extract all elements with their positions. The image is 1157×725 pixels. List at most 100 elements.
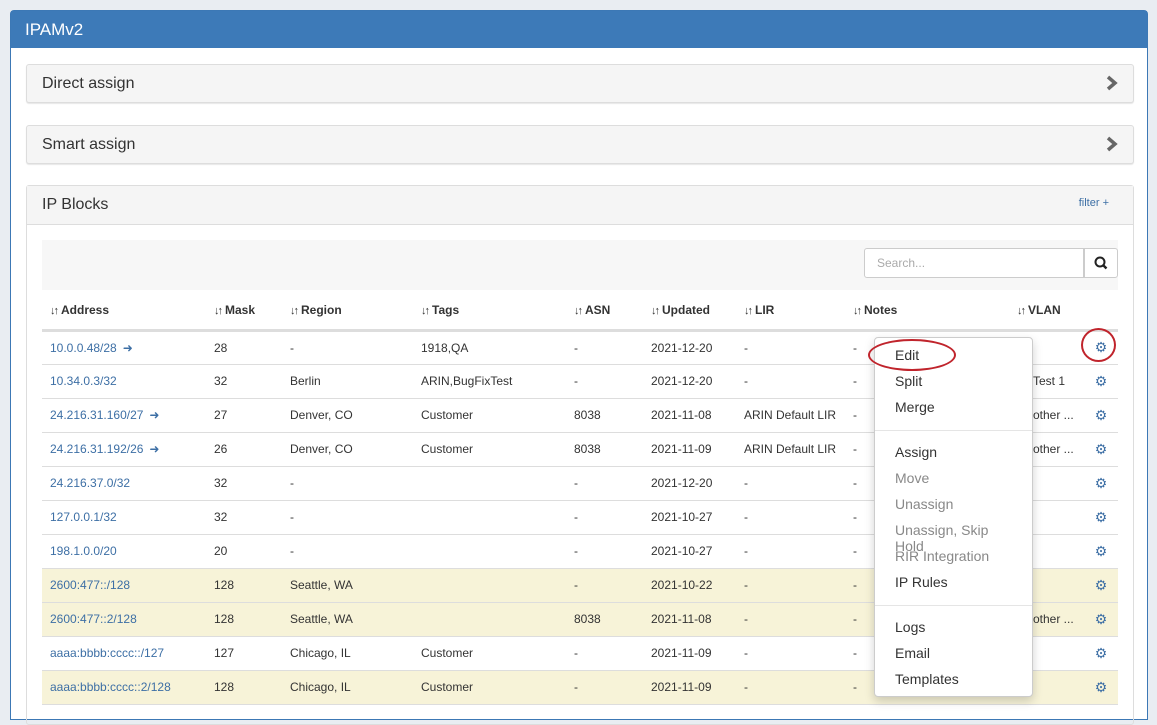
- cell-region: Denver, CO: [282, 398, 413, 433]
- gear-icon[interactable]: ⚙: [1084, 432, 1118, 467]
- menu-item-merge[interactable]: Merge: [895, 399, 935, 415]
- app-title: IPAMv2: [11, 11, 1147, 48]
- menu-item-assign[interactable]: Assign: [895, 444, 938, 460]
- address-link[interactable]: aaaa:bbbb:cccc::/127: [50, 646, 165, 660]
- column-header-tags[interactable]: ↓↑ Tags: [413, 291, 566, 332]
- column-header-lir[interactable]: ↓↑ LIR: [736, 291, 845, 332]
- cell-lir: -: [736, 602, 845, 637]
- address-link[interactable]: aaaa:bbbb:cccc::2/128: [50, 680, 171, 694]
- menu-item-split[interactable]: Split: [895, 373, 923, 389]
- cell-address: 10.34.0.3/32: [42, 364, 206, 399]
- menu-item-unassign-skip-hold[interactable]: Unassign, Skip Hold: [895, 522, 989, 554]
- filter-link[interactable]: filter +: [1078, 197, 1109, 209]
- cell-address: 2600:477::2/128: [42, 602, 206, 637]
- sort-icon: ↓↑: [1017, 304, 1026, 317]
- search-button[interactable]: [1084, 248, 1118, 278]
- arrow-right-icon[interactable]: ➜: [122, 340, 133, 355]
- gear-icon[interactable]: ⚙: [1084, 534, 1118, 569]
- gear-icon[interactable]: ⚙: [1084, 670, 1118, 705]
- cell-tags: [413, 568, 566, 603]
- table-row: aaaa:bbbb:cccc::2/128 128 Chicago, IL Custo…: [42, 670, 1118, 705]
- sort-icon: ↓↑: [651, 304, 660, 317]
- menu-item-unassign[interactable]: Unassign: [895, 496, 954, 512]
- column-header-region[interactable]: ↓↑ Region: [282, 291, 413, 332]
- column-header-address[interactable]: ↓↑ Address: [42, 291, 206, 332]
- menu-item-email[interactable]: Email: [895, 645, 931, 661]
- row-actions-menu: Edit Split Merge Assign Move Unassign Unassign…: [874, 337, 1033, 697]
- cell-asn: -: [566, 534, 643, 569]
- address-link[interactable]: 24.216.37.0/32: [50, 476, 131, 490]
- cell-mask: 32: [206, 500, 282, 535]
- search-icon: [1094, 256, 1108, 270]
- table-row: 2600:477::2/128 128 Seattle, WA 8038 2021-11…: [42, 602, 1118, 637]
- table-toolbar: Search...: [42, 240, 1118, 290]
- table-row: 24.216.37.0/32 32- -2021-12-20- - ⚙: [42, 466, 1118, 501]
- cell-tags: [413, 534, 566, 569]
- cell-updated: 2021-11-08: [643, 398, 736, 433]
- cell-region: -: [282, 534, 413, 569]
- address-link[interactable]: 10.34.0.3/32: [50, 374, 117, 388]
- address-link[interactable]: 24.216.31.160/27: [50, 408, 144, 422]
- chevron-right-icon: [1106, 136, 1118, 152]
- address-link[interactable]: 198.1.0.0/20: [50, 544, 117, 558]
- sort-icon: ↓↑: [50, 304, 59, 317]
- cell-updated: 2021-12-20: [643, 466, 736, 501]
- cell-address: 24.216.31.160/27 ➜: [42, 398, 206, 433]
- menu-item-rir-integration[interactable]: RIR Integration: [895, 548, 990, 564]
- cell-asn: -: [566, 568, 643, 603]
- cell-mask: 128: [206, 568, 282, 603]
- gear-annotation-circle: [1081, 328, 1116, 362]
- gear-icon[interactable]: ⚙: [1084, 568, 1118, 603]
- cell-updated: 2021-12-20: [643, 364, 736, 399]
- cell-lir: ARIN Default LIR: [736, 432, 845, 467]
- cell-mask: 32: [206, 466, 282, 501]
- menu-item-templates[interactable]: Templates: [895, 671, 959, 687]
- column-header-notes[interactable]: ↓↑ Notes: [845, 291, 1009, 332]
- column-header-mask[interactable]: ↓↑ Mask: [206, 291, 282, 332]
- address-link[interactable]: 10.0.0.48/28: [50, 340, 117, 355]
- cell-asn: -: [566, 364, 643, 399]
- address-link[interactable]: 2600:477::2/128: [50, 612, 137, 626]
- column-header-updated[interactable]: ↓↑ Updated: [643, 291, 736, 332]
- cell-lir: -: [736, 534, 845, 569]
- sort-icon: ↓↑: [744, 304, 753, 317]
- direct-assign-panel[interactable]: Direct assign: [26, 64, 1134, 103]
- cell-asn: -: [566, 466, 643, 501]
- cell-region: Seattle, WA: [282, 602, 413, 637]
- menu-item-move[interactable]: Move: [895, 470, 930, 486]
- cell-lir: -: [736, 364, 845, 399]
- cell-address: 127.0.0.1/32: [42, 500, 206, 535]
- menu-item-ip-rules[interactable]: IP Rules: [895, 574, 948, 590]
- cell-region: Denver, CO: [282, 432, 413, 467]
- gear-icon[interactable]: ⚙: [1084, 466, 1118, 501]
- cell-mask: 26: [206, 432, 282, 467]
- column-label: Address: [61, 302, 110, 317]
- arrow-right-icon[interactable]: ➜: [149, 442, 160, 456]
- address-link[interactable]: 127.0.0.1/32: [50, 510, 117, 524]
- smart-assign-panel[interactable]: Smart assign: [26, 125, 1134, 164]
- gear-icon[interactable]: ⚙: [1084, 500, 1118, 535]
- gear-icon[interactable]: ⚙: [1084, 636, 1118, 671]
- search-input[interactable]: Search...: [864, 248, 1084, 278]
- cell-tags: [413, 466, 566, 501]
- cell-address: 198.1.0.0/20: [42, 534, 206, 569]
- gear-icon[interactable]: ⚙: [1084, 398, 1118, 433]
- cell-mask: 32: [206, 364, 282, 399]
- cell-address: 24.216.37.0/32: [42, 466, 206, 501]
- column-header-vlan[interactable]: ↓↑ VLAN: [1009, 291, 1084, 332]
- cell-asn: 8038: [566, 432, 643, 467]
- cell-asn: -: [566, 636, 643, 671]
- gear-icon[interactable]: ⚙: [1084, 364, 1118, 399]
- column-label: Tags: [432, 302, 460, 317]
- cell-asn: -: [566, 670, 643, 705]
- table-row: 127.0.0.1/32 32- -2021-10-27- - ⚙: [42, 500, 1118, 535]
- menu-item-logs[interactable]: Logs: [895, 619, 926, 635]
- gear-icon[interactable]: ⚙: [1084, 602, 1118, 637]
- address-link[interactable]: 2600:477::/128: [50, 578, 131, 592]
- address-link[interactable]: 24.216.31.192/26: [50, 442, 144, 456]
- cell-region: -: [282, 466, 413, 501]
- column-header-asn[interactable]: ↓↑ ASN: [566, 291, 643, 332]
- cell-address: 24.216.31.192/26 ➜: [42, 432, 206, 467]
- cell-asn: 8038: [566, 602, 643, 637]
- arrow-right-icon[interactable]: ➜: [149, 408, 160, 422]
